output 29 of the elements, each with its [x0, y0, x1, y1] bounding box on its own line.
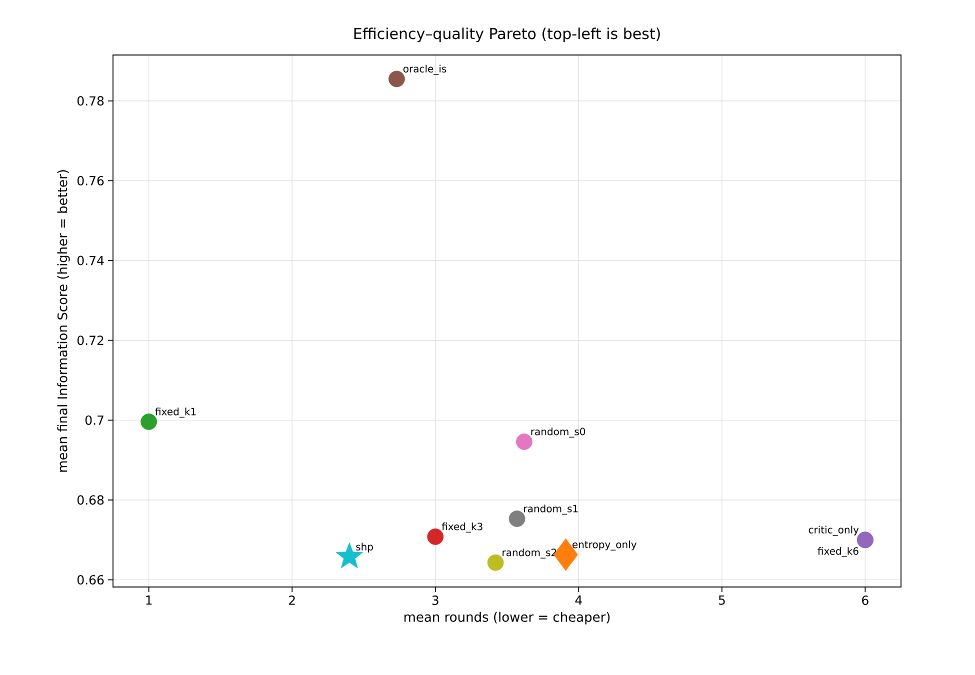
x-tick-label: 6 [862, 596, 868, 605]
y-tick-label: 0.66 [77, 575, 104, 585]
series-label: fixed_k1 [155, 408, 196, 418]
y-tick-label: 0.74 [77, 256, 104, 266]
x-axis-title: mean rounds (lower = cheaper) [404, 612, 610, 624]
y-tick-label: 0.72 [77, 336, 104, 346]
series-label: oracle_is [403, 64, 446, 75]
series-label: random_s0 [531, 428, 586, 438]
series-label: critic_only [808, 526, 859, 536]
x-tick-label: 1 [146, 596, 152, 605]
y-axis-title: mean final Information Score (higher = better) [57, 170, 70, 472]
series-label: random_s1 [524, 504, 578, 515]
series-label: entropy_only [572, 540, 636, 550]
y-tick-label: 0.76 [77, 176, 104, 186]
x-tick-label: 4 [575, 596, 582, 605]
series-label: shp [356, 542, 373, 552]
x-tick-label: 2 [289, 596, 295, 605]
y-tick-label: 0.78 [77, 96, 104, 106]
point [508, 510, 526, 527]
point [487, 554, 504, 571]
point [388, 70, 405, 88]
y-tick-label: 0.68 [77, 495, 104, 505]
y-tick-label: 0.7 [85, 415, 104, 425]
chart-title: Efficiency–quality Pareto (top-left is best) [354, 28, 660, 42]
x-tick-label: 3 [432, 596, 438, 605]
series-label: fixed_k3 [442, 522, 482, 533]
point [516, 434, 532, 450]
x-tick-label: 5 [718, 596, 725, 605]
series-label: fixed_k6 [818, 547, 858, 558]
